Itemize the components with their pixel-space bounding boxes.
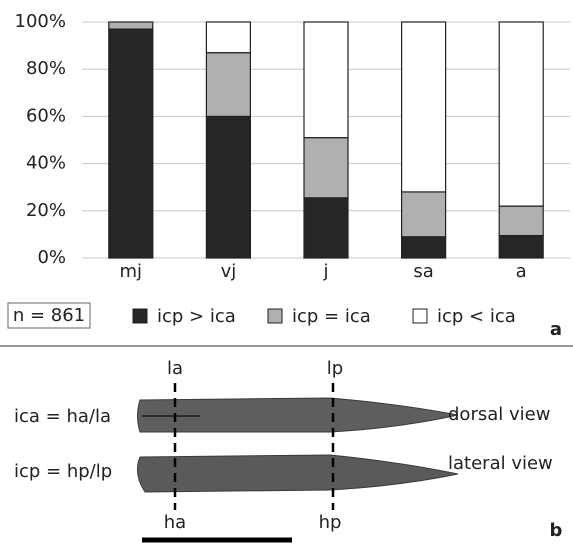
x-tick-label: vj xyxy=(221,261,237,282)
bar-segment xyxy=(402,22,446,192)
y-tick-label: 80% xyxy=(26,58,66,79)
x-tick-label: a xyxy=(516,261,527,282)
x-tick-label: mj xyxy=(120,261,143,282)
view-label: lateral view xyxy=(448,453,553,474)
y-tick-label: 40% xyxy=(26,153,66,174)
y-tick-label: 60% xyxy=(26,105,66,126)
y-tick-label: 0% xyxy=(37,247,66,268)
bar-segment xyxy=(109,29,153,258)
bar-segment xyxy=(206,116,250,258)
formula: icp = hp/lp xyxy=(14,461,112,482)
bar-segment xyxy=(402,192,446,237)
label: lp xyxy=(327,358,343,379)
specimen-dorsal xyxy=(138,398,459,432)
x-tick-label: j xyxy=(322,261,328,282)
legend-swatch xyxy=(268,309,282,323)
bar-segment xyxy=(499,236,543,258)
bar-segment xyxy=(499,22,543,206)
label: hp xyxy=(319,512,342,533)
legend-swatch xyxy=(413,309,427,323)
x-tick-label: sa xyxy=(413,261,433,282)
bar-segment xyxy=(402,237,446,258)
y-tick-label: 20% xyxy=(26,200,66,221)
bar-segment xyxy=(304,22,348,138)
bar-segment xyxy=(206,53,250,117)
bar-segment xyxy=(206,22,250,53)
legend-label: icp < ica xyxy=(437,306,516,327)
figure: n = 861 a la lp ha hp ica = ha/la icp = … xyxy=(0,0,573,546)
legend-label: icp > ica xyxy=(157,306,236,327)
bar-segment xyxy=(499,206,543,236)
view-label: dorsal view xyxy=(448,404,550,425)
legend-label: icp = ica xyxy=(292,306,371,327)
bar-segment xyxy=(304,198,348,258)
legend-swatch xyxy=(133,309,147,323)
panel-label: a xyxy=(550,319,562,340)
label: ha xyxy=(164,512,186,533)
y-tick-label: 100% xyxy=(15,11,66,32)
bar-segment xyxy=(109,22,153,29)
specimen-lateral xyxy=(137,455,458,492)
label: la xyxy=(167,358,183,379)
annotation: n = 861 xyxy=(13,305,85,326)
panel-label: b xyxy=(550,520,563,541)
formula: ica = ha/la xyxy=(14,406,111,427)
bar-segment xyxy=(304,138,348,198)
